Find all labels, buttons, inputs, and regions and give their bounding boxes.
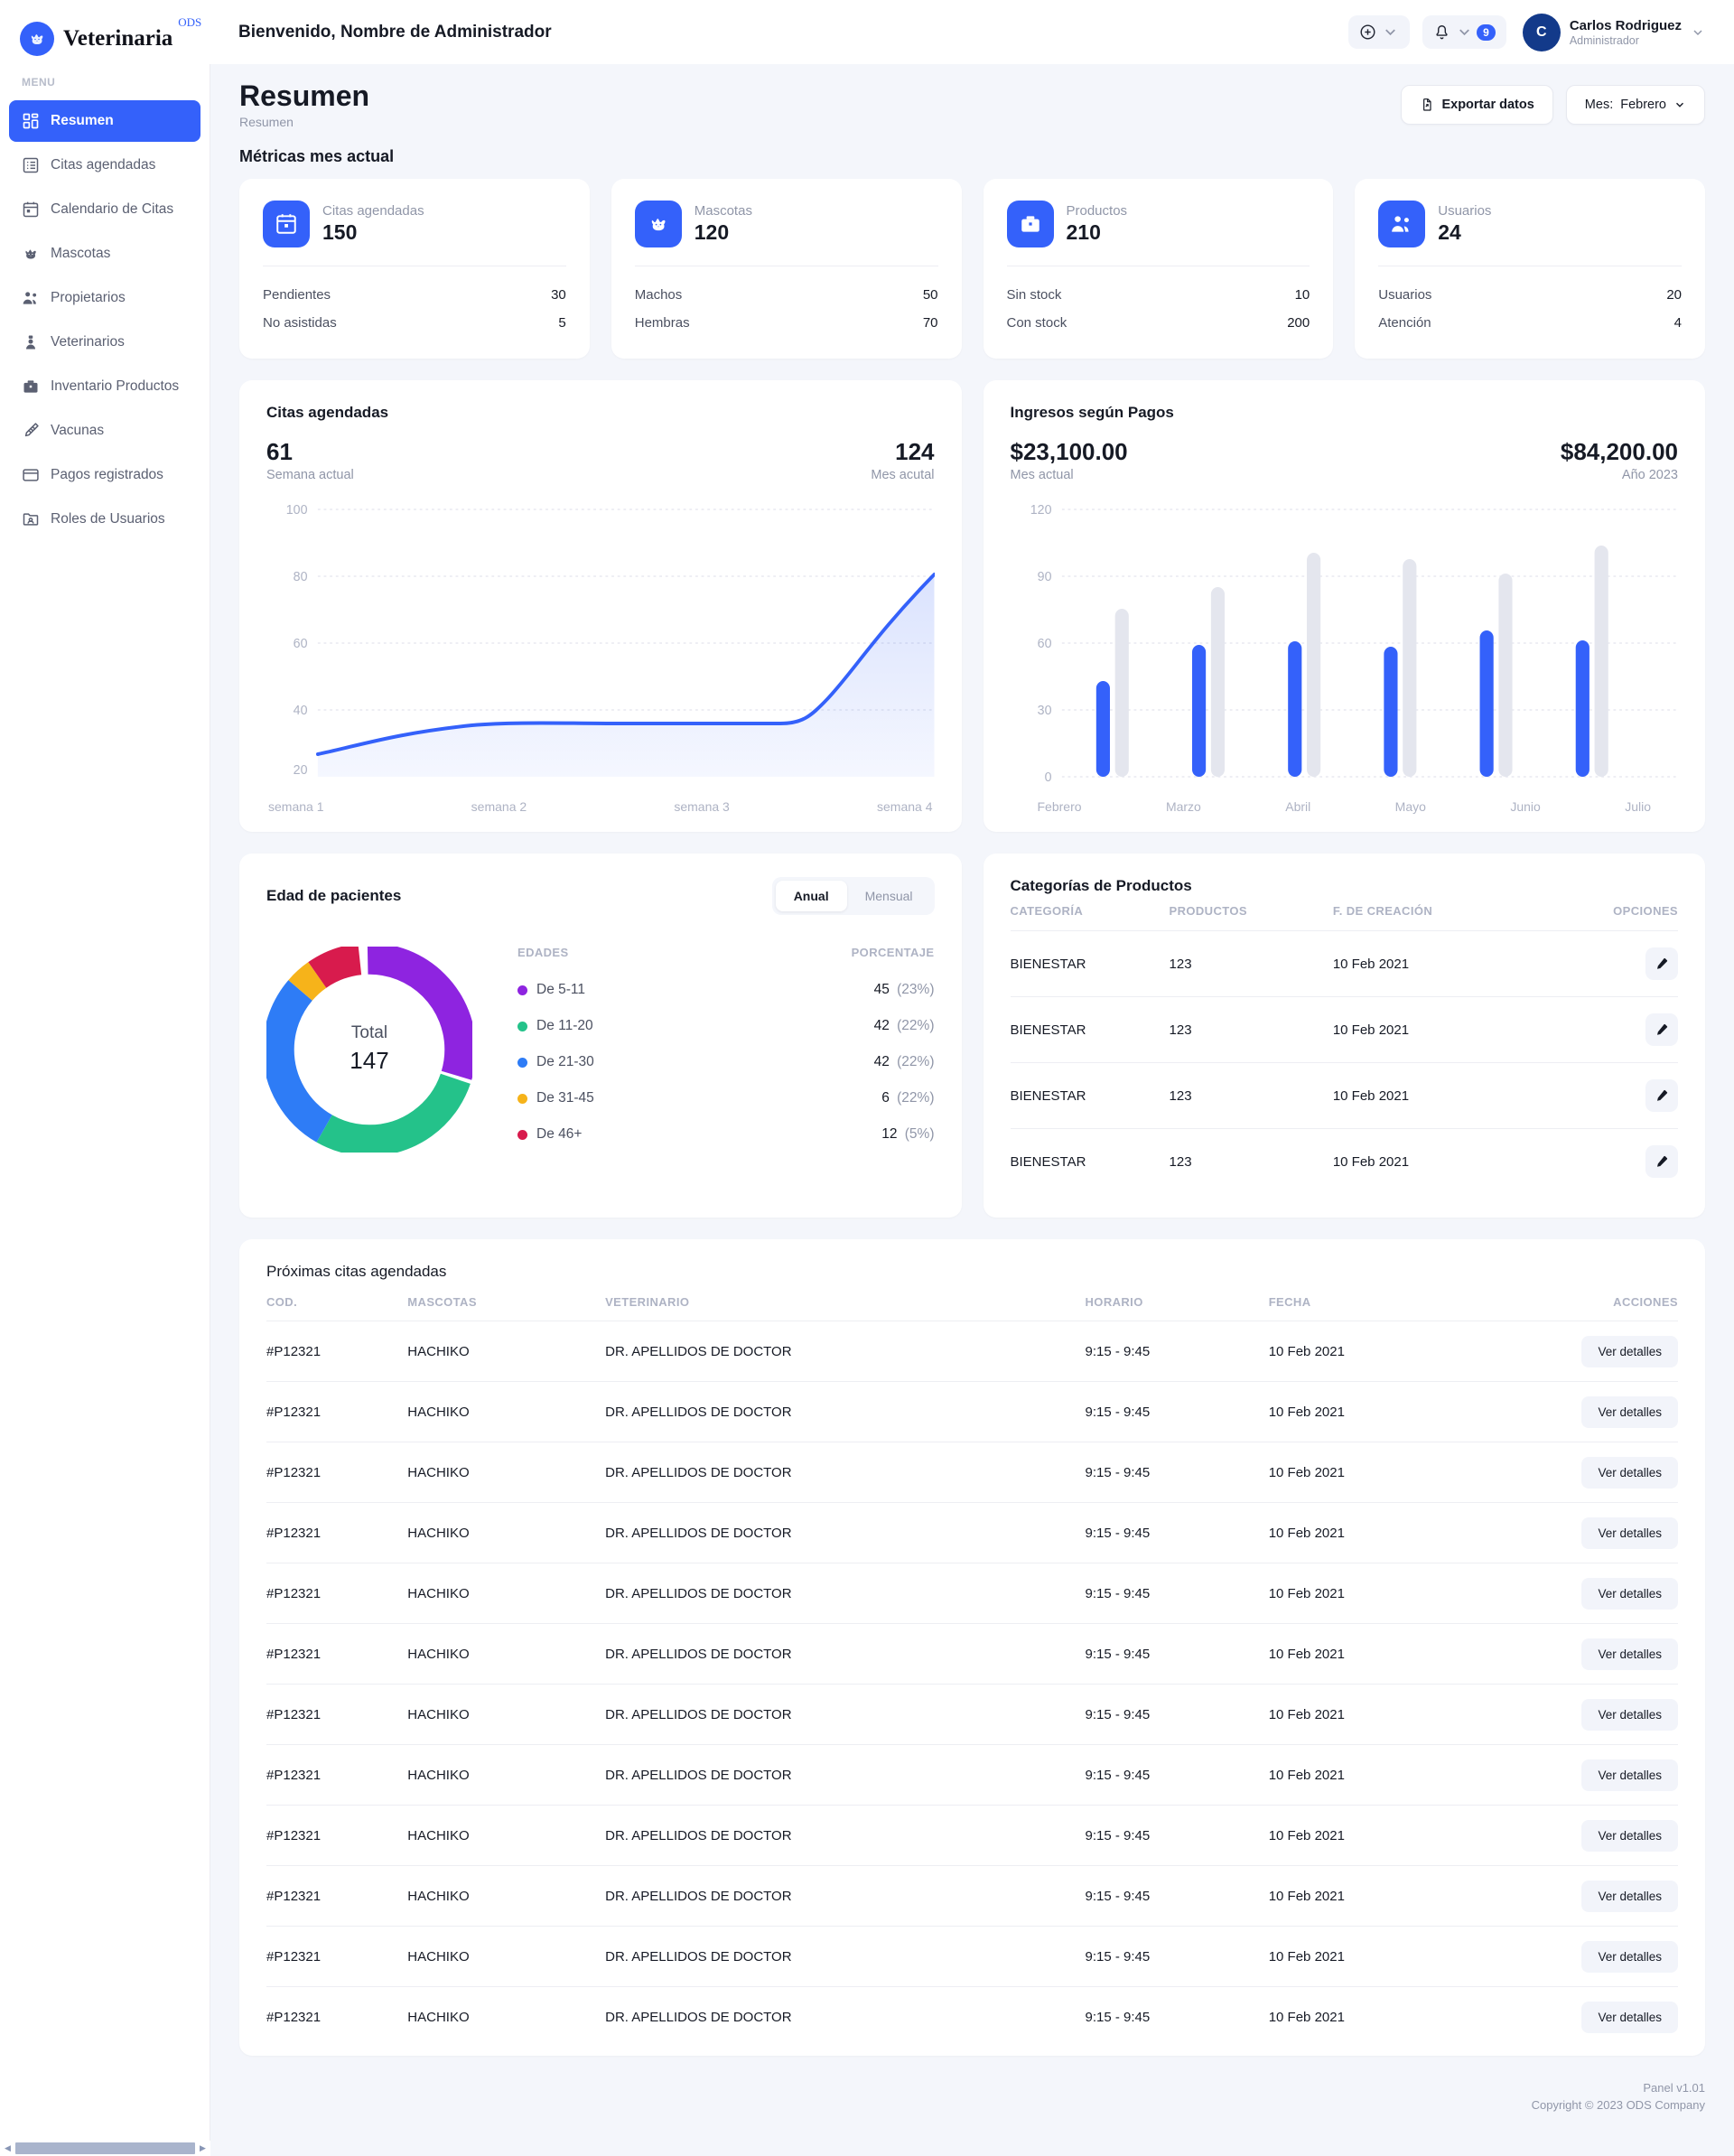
- svg-text:60: 60: [1037, 637, 1051, 651]
- svg-text:120: 120: [1030, 503, 1051, 518]
- svg-text:100: 100: [286, 503, 308, 518]
- svg-text:40: 40: [294, 704, 308, 718]
- svg-text:20: 20: [294, 763, 308, 778]
- svg-text:80: 80: [294, 570, 308, 584]
- svg-text:0: 0: [1044, 770, 1051, 785]
- svg-text:90: 90: [1037, 570, 1051, 584]
- svg-text:60: 60: [294, 637, 308, 651]
- svg-text:30: 30: [1037, 704, 1051, 718]
